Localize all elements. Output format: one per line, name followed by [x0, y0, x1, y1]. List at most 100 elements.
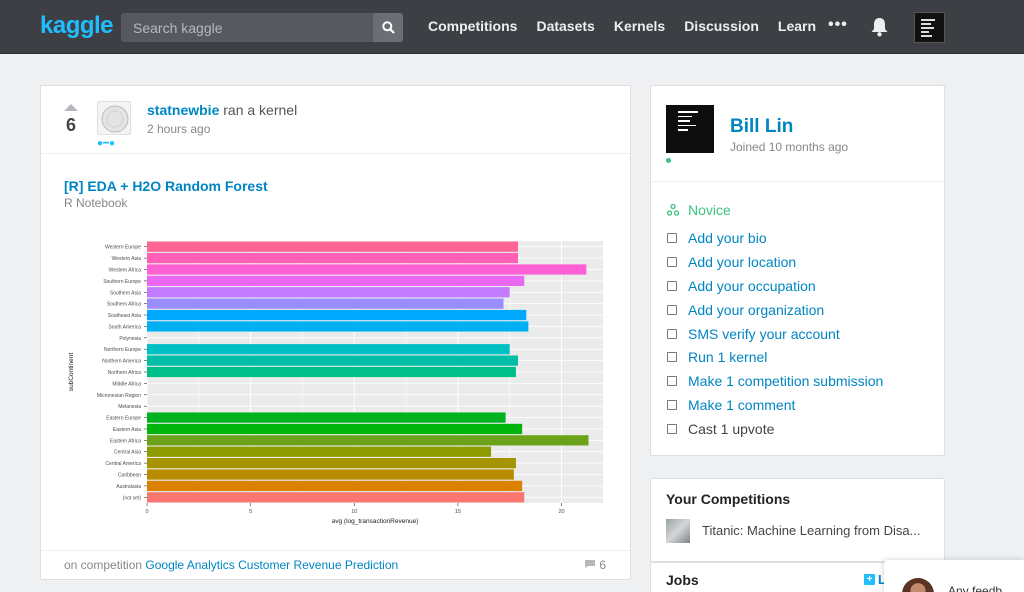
y-axis-label: subContinent — [68, 353, 75, 391]
kaggle-logo[interactable]: kaggle — [40, 12, 114, 39]
task-checkbox-icon — [667, 424, 677, 435]
nav-discussion[interactable]: Discussion — [684, 18, 759, 34]
bar[interactable] — [147, 275, 525, 286]
x-tick-label: 10 — [351, 509, 357, 515]
more-menu-icon[interactable]: ••• — [828, 16, 848, 33]
your-competitions-card: Your Competitions Titanic: Machine Learn… — [650, 478, 945, 562]
bar[interactable] — [147, 435, 589, 446]
bar[interactable] — [147, 366, 516, 378]
y-tick-label: Southern Africa — [107, 302, 141, 308]
notifications-button[interactable] — [870, 17, 889, 42]
y-tick-label: Micronesian Region — [97, 393, 141, 399]
bar[interactable] — [147, 458, 516, 469]
vote-widget: 6 — [63, 104, 79, 136]
novice-tier-icon — [667, 204, 679, 216]
y-tick-label: Northern Europe — [104, 347, 141, 353]
plus-icon: + — [864, 574, 875, 585]
task-item[interactable]: Run 1 kernel — [667, 345, 883, 369]
top-navbar: kaggle Competitions Datasets Kernels Dis… — [0, 0, 1024, 54]
profile-task-list: Add your bio Add your location Add your oc… — [667, 226, 883, 441]
nav-datasets[interactable]: Datasets — [536, 18, 595, 34]
your-competitions-title: Your Competitions — [666, 491, 791, 507]
comments-button[interactable]: 6 — [584, 558, 606, 572]
bell-icon — [871, 18, 888, 37]
x-tick-label: 0 — [145, 509, 148, 515]
y-tick-label: Northern America — [102, 359, 141, 365]
x-tick-label: 15 — [455, 509, 461, 515]
task-label: Run 1 kernel — [688, 349, 768, 366]
task-checkbox-icon — [667, 256, 677, 267]
feedback-chat-widget[interactable]: Any feedb — [884, 560, 1024, 592]
bar[interactable] — [147, 344, 510, 355]
y-tick-label: Southeast Asia — [108, 313, 142, 319]
jobs-link[interactable]: + L — [864, 572, 886, 587]
y-tick-label: Eastern Europe — [106, 416, 141, 422]
y-tick-label: Central America — [105, 461, 141, 467]
y-tick-label: South America — [108, 324, 141, 330]
online-status-dot — [666, 158, 671, 163]
task-item[interactable]: Add your bio — [667, 226, 883, 250]
task-item[interactable]: Add your location — [667, 250, 883, 274]
bar[interactable] — [147, 287, 510, 298]
y-tick-label: Southern Europe — [103, 279, 141, 285]
author-avatar[interactable] — [97, 101, 131, 135]
task-item[interactable]: Make 1 comment — [667, 393, 883, 417]
divider — [41, 153, 630, 154]
x-tick-label: 5 — [249, 509, 252, 515]
bar[interactable] — [147, 309, 527, 321]
task-label: SMS verify your account — [688, 325, 840, 342]
bar[interactable] — [147, 264, 587, 275]
vote-count: 6 — [65, 115, 76, 135]
bar[interactable] — [147, 241, 519, 252]
competition-thumbnail[interactable] — [666, 519, 690, 543]
task-item[interactable]: Add your organization — [667, 298, 883, 322]
y-tick-label: Western Europe — [105, 245, 141, 251]
y-tick-label: Caribbean — [118, 473, 141, 479]
nav-competitions[interactable]: Competitions — [428, 18, 518, 34]
bar[interactable] — [147, 446, 492, 457]
competition-item-link[interactable]: Titanic: Machine Learning from Disa... — [702, 523, 921, 538]
action-text: ran a kernel — [223, 102, 298, 118]
y-tick-label: Polynesia — [119, 336, 141, 342]
bar[interactable] — [147, 480, 523, 492]
bar[interactable] — [147, 298, 504, 309]
search-input[interactable] — [121, 13, 371, 42]
profile-avatar[interactable] — [666, 105, 714, 153]
y-tick-label: Australasia — [116, 484, 141, 490]
feed-item-card: 6 ●━● statnewbie ran a kernel 2 hours ag… — [40, 85, 631, 580]
search-button[interactable] — [373, 13, 403, 42]
nav-learn[interactable]: Learn — [777, 18, 817, 34]
bar[interactable] — [147, 321, 529, 332]
competition-link[interactable]: Google Analytics Customer Revenue Predic… — [145, 558, 399, 572]
bar[interactable] — [147, 423, 523, 435]
task-checkbox-icon — [667, 328, 677, 339]
task-label: Add your bio — [688, 229, 767, 246]
task-checkbox-icon — [667, 304, 677, 315]
y-tick-label: Northern Africa — [108, 370, 142, 376]
y-tick-label: Eastern Africa — [110, 438, 141, 444]
task-label: Cast 1 upvote — [688, 421, 775, 438]
tier-row[interactable]: Novice — [667, 202, 731, 218]
task-item[interactable]: Make 1 competition submission — [667, 369, 883, 393]
user-avatar-button[interactable] — [914, 12, 945, 43]
profile-name-link[interactable]: Bill Lin — [730, 116, 794, 137]
author-name-link[interactable]: statnewbie — [147, 102, 220, 118]
task-item[interactable]: Add your occupation — [667, 274, 883, 298]
task-checkbox-icon — [667, 280, 677, 291]
bar-chart[interactable]: Western Europe Western Asia Western Africa… — [65, 236, 609, 530]
upvote-arrow-icon[interactable] — [64, 104, 78, 111]
bar[interactable] — [147, 412, 506, 423]
bar[interactable] — [147, 492, 525, 503]
y-tick-label: Eastern Asia — [113, 427, 141, 433]
bar[interactable] — [147, 252, 519, 264]
task-item[interactable]: SMS verify your account — [667, 322, 883, 346]
y-tick-label: Southern Asia — [110, 290, 141, 296]
x-axis-label: avg (log_transactionRevenue) — [332, 518, 419, 525]
kernel-title-link[interactable]: [R] EDA + H2O Random Forest — [64, 178, 268, 194]
bar[interactable] — [147, 469, 514, 480]
nav-kernels[interactable]: Kernels — [613, 18, 666, 34]
task-item[interactable]: Cast 1 upvote — [667, 417, 883, 441]
bar[interactable] — [147, 355, 519, 366]
joined-text: Joined 10 months ago — [730, 140, 849, 154]
task-label: Add your organization — [688, 301, 825, 318]
